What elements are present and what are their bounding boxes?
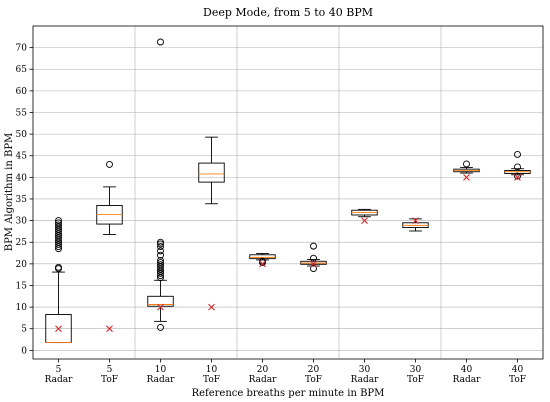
- x-tick-label-reference: 10: [155, 365, 167, 375]
- y-tick-label: 45: [16, 152, 28, 162]
- y-tick-label: 70: [16, 44, 28, 54]
- x-tick-label-reference: 10: [206, 365, 218, 375]
- x-tick-label-sensor: Radar: [351, 375, 379, 385]
- y-tick-label: 40: [16, 173, 28, 183]
- y-tick-label: 65: [16, 65, 28, 75]
- x-tick-label-sensor: Radar: [45, 375, 73, 385]
- y-axis-label: BPM Algorithm in BPM: [4, 133, 15, 252]
- y-tick-label: 5: [21, 325, 27, 335]
- x-tick-label-reference: 5: [107, 365, 113, 375]
- x-tick-label-sensor: Radar: [453, 375, 481, 385]
- y-tick-label: 50: [16, 130, 28, 140]
- x-tick-label-reference: 5: [56, 365, 62, 375]
- x-tick-label-reference: 20: [308, 365, 320, 375]
- y-tick-label: 0: [21, 346, 27, 356]
- x-tick-label-sensor: Radar: [147, 375, 175, 385]
- x-tick-label-sensor: ToF: [407, 375, 424, 385]
- x-tick-label-reference: 30: [359, 365, 371, 375]
- y-tick-label: 30: [16, 217, 28, 227]
- x-tick-label-sensor: ToF: [101, 375, 118, 385]
- x-tick-label-sensor: Radar: [249, 375, 277, 385]
- chart-title: Deep Mode, from 5 to 40 BPM: [203, 6, 373, 19]
- x-axis-label: Reference breaths per minute in BPM: [192, 388, 385, 399]
- x-tick-label-reference: 30: [410, 365, 422, 375]
- x-tick-label-sensor: ToF: [203, 375, 220, 385]
- y-tick-label: 15: [16, 281, 28, 291]
- y-tick-label: 55: [16, 108, 28, 118]
- x-tick-label-sensor: ToF: [509, 375, 526, 385]
- y-tick-label: 10: [16, 303, 28, 313]
- x-tick-label-reference: 40: [461, 365, 473, 375]
- y-tick-label: 20: [16, 260, 28, 270]
- x-tick-label-reference: 20: [257, 365, 269, 375]
- x-tick-label-reference: 40: [512, 365, 524, 375]
- x-tick-label-sensor: ToF: [305, 375, 322, 385]
- y-tick-label: 60: [16, 87, 28, 97]
- y-tick-label: 35: [16, 195, 28, 205]
- y-tick-label: 25: [16, 238, 28, 248]
